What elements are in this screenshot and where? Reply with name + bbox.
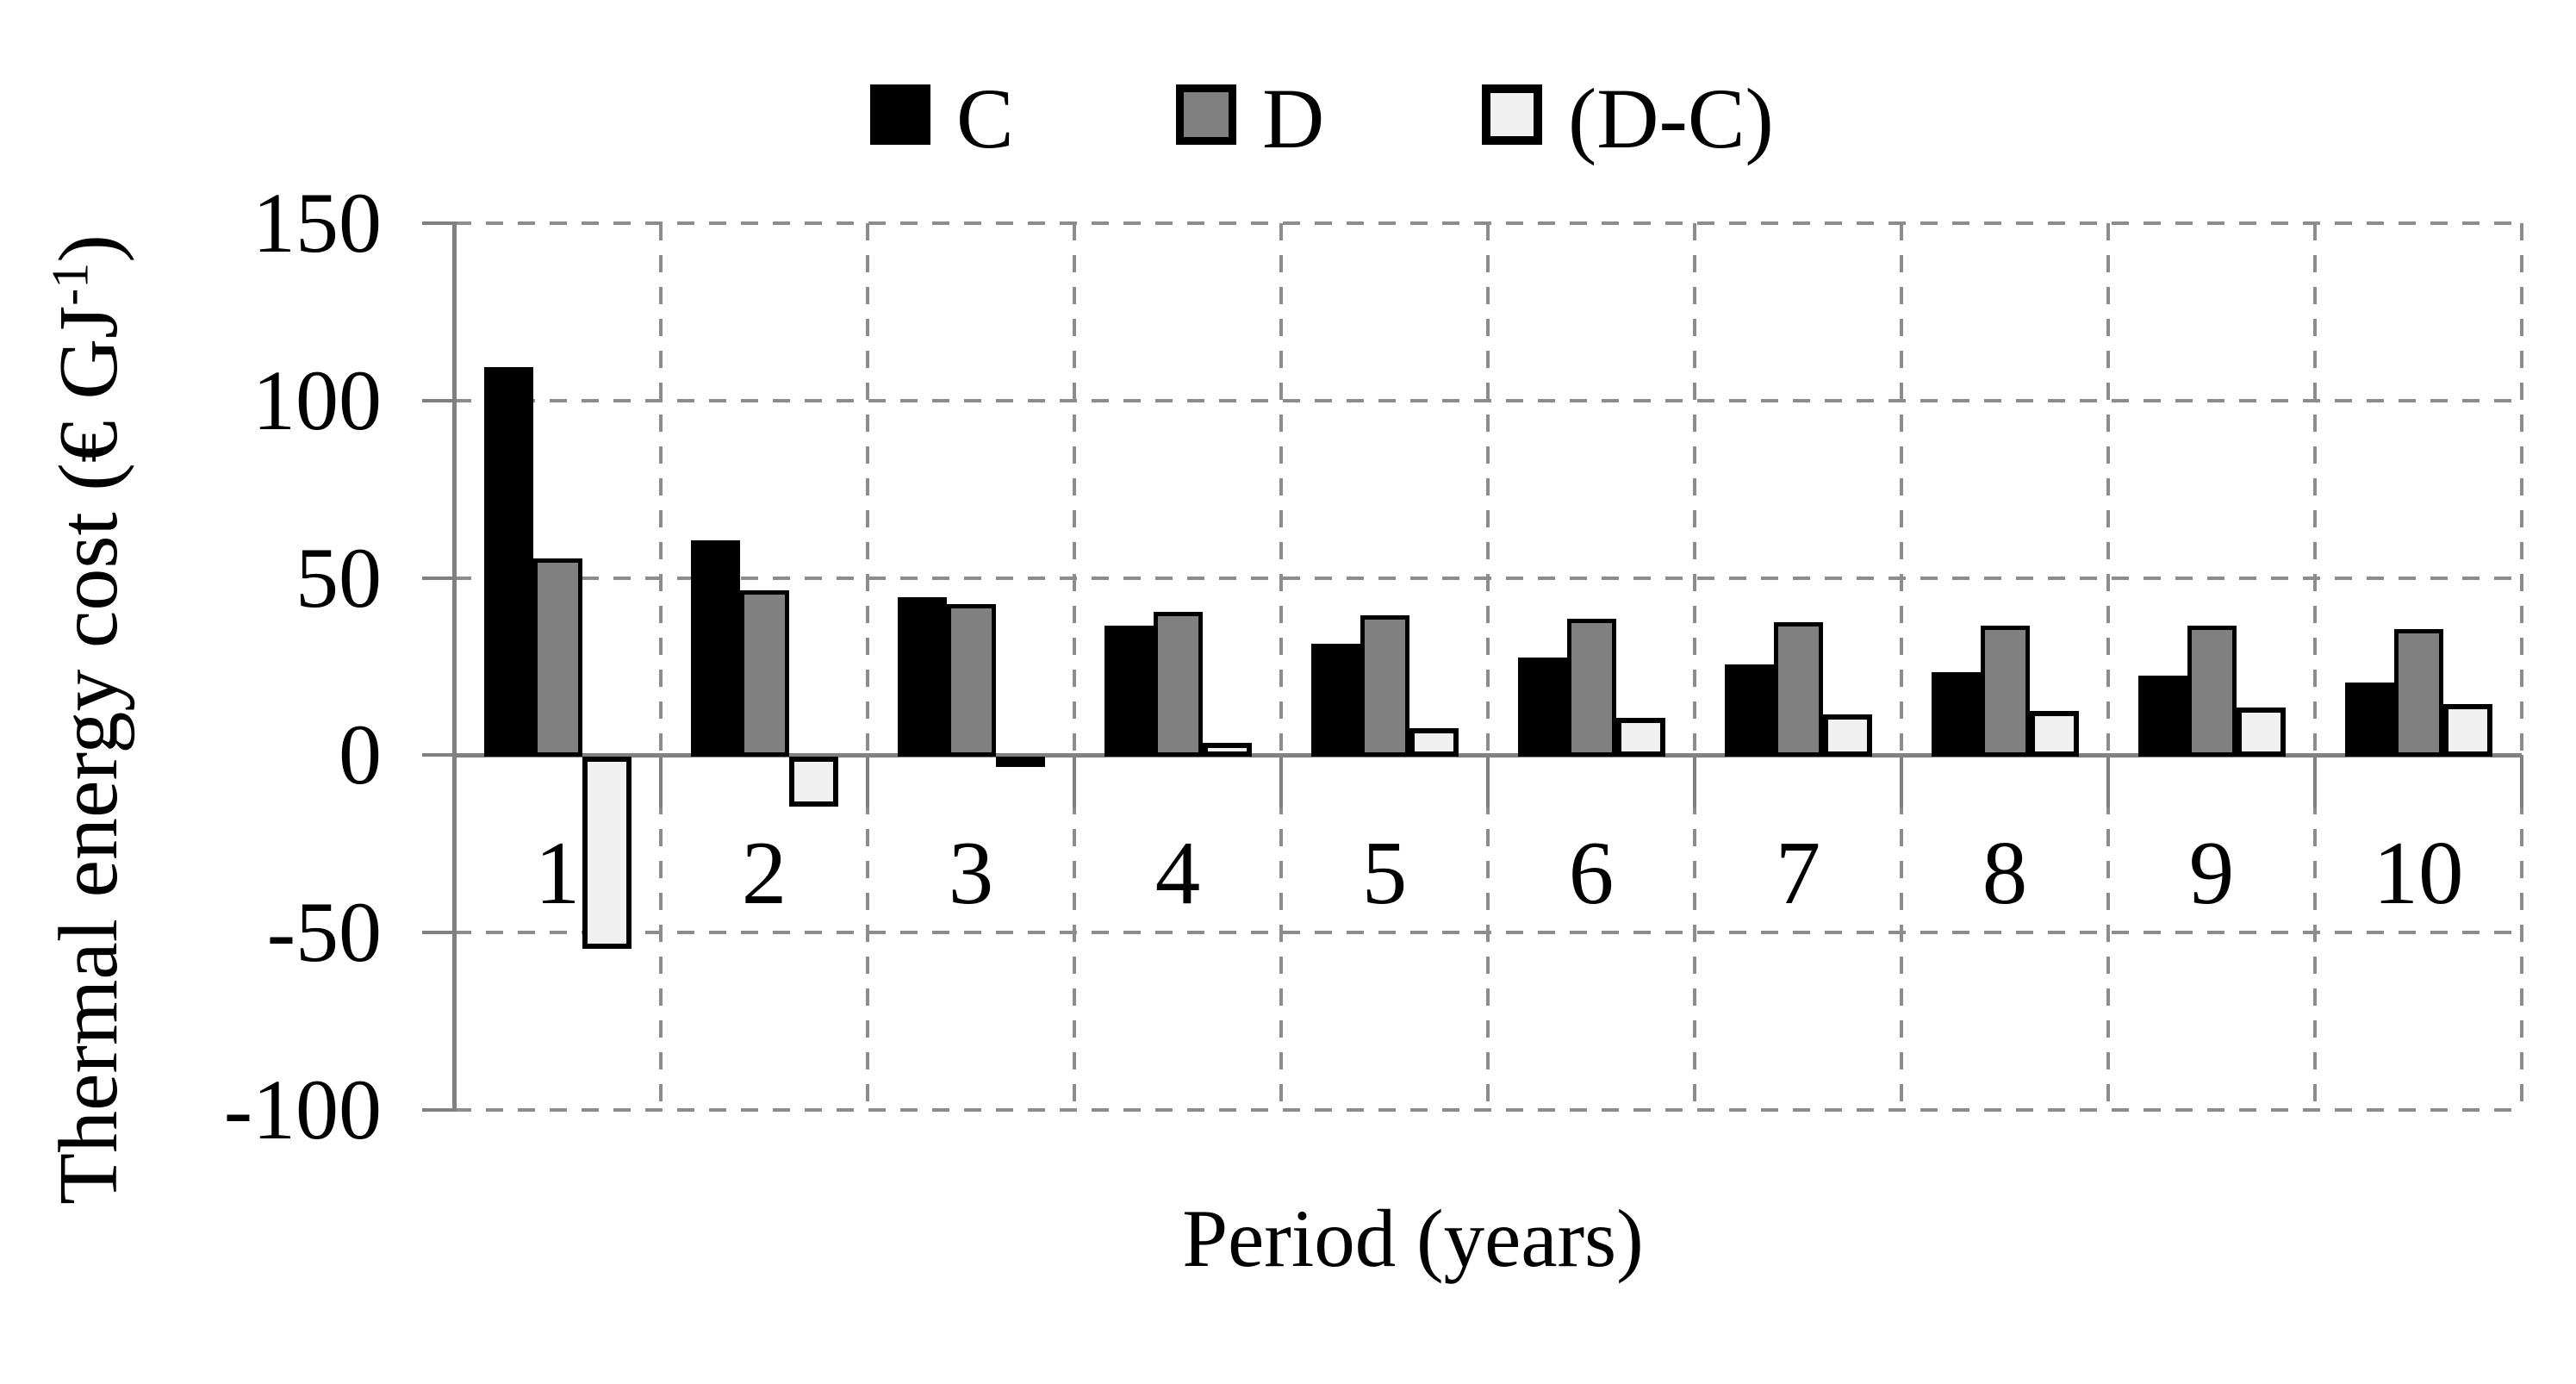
bar-D-C-10 <box>2443 703 2492 757</box>
legend-item-d-minus-c: (D-C) <box>1482 76 1774 162</box>
legend-label-d-minus-c: (D-C) <box>1568 71 1774 166</box>
x-category-label-5: 5 <box>1361 822 1408 923</box>
y-axis-title-superscript: -1 <box>41 262 99 306</box>
gridline-vertical-3 <box>1073 223 1076 1110</box>
bar-C-10 <box>2345 682 2394 757</box>
bar-D-C-3 <box>996 757 1045 768</box>
gridline-vertical-9 <box>2313 223 2317 1110</box>
y-tick-label-50: 50 <box>296 529 382 626</box>
x-category-label-4: 4 <box>1154 822 1201 923</box>
gridline-horizontal--100 <box>454 1108 2522 1112</box>
bar-D-C-6 <box>1616 718 1665 757</box>
bar-C-3 <box>898 597 947 757</box>
y-axis-tick-100 <box>422 398 457 402</box>
y-axis-line <box>452 223 457 1110</box>
legend-item-c: C <box>870 76 1014 162</box>
bar-D-7 <box>1774 621 1823 757</box>
x-category-label-7: 7 <box>1775 822 1821 923</box>
legend-label-d: D <box>1262 71 1325 166</box>
bar-C-6 <box>1518 658 1567 757</box>
x-category-label-10: 10 <box>2373 822 2464 923</box>
y-axis-tick-150 <box>422 221 457 225</box>
x-category-label-6: 6 <box>1568 822 1615 923</box>
x-category-label-2: 2 <box>741 822 787 923</box>
x-axis-tick-5 <box>1486 755 1490 809</box>
bar-C-8 <box>1932 671 1981 757</box>
bar-C-4 <box>1104 626 1154 757</box>
gridline-vertical-8 <box>2106 223 2110 1110</box>
bar-D-8 <box>1981 626 2030 757</box>
x-category-label-8: 8 <box>1982 822 2028 923</box>
legend-label-c: C <box>956 71 1014 166</box>
x-axis-tick-6 <box>1693 755 1696 809</box>
x-axis-tick-1 <box>659 755 663 809</box>
x-axis-title: Period (years) <box>1182 1193 1644 1284</box>
bar-D-9 <box>2187 626 2237 757</box>
x-axis-tick-10 <box>2520 755 2523 809</box>
bar-C-1 <box>484 366 533 757</box>
bar-C-5 <box>1311 643 1360 757</box>
legend-item-d: D <box>1176 76 1324 162</box>
bar-D-C-1 <box>582 757 632 949</box>
x-axis-tick-2 <box>866 755 869 809</box>
gridline-vertical-2 <box>866 223 869 1110</box>
bar-D-2 <box>740 589 789 757</box>
gridline-vertical-1 <box>659 223 663 1110</box>
bar-D-C-4 <box>1203 742 1252 757</box>
bar-D-1 <box>533 558 582 757</box>
bar-D-C-8 <box>2030 710 2079 757</box>
bar-D-10 <box>2394 629 2443 757</box>
legend-swatch-d-icon <box>1176 84 1236 145</box>
y-tick-label-150: 150 <box>252 175 382 271</box>
y-tick-label--100: -100 <box>223 1062 382 1157</box>
bar-D-C-2 <box>789 757 838 807</box>
x-category-label-9: 9 <box>2188 822 2235 923</box>
y-tick-label-0: 0 <box>339 707 382 803</box>
gridline-vertical-6 <box>1693 223 1696 1110</box>
bar-D-C-5 <box>1409 728 1459 757</box>
y-tick-label--50: -50 <box>266 884 382 981</box>
x-category-label-3: 3 <box>948 822 994 923</box>
legend-swatch-c-icon <box>870 84 930 145</box>
gridline-vertical-5 <box>1486 223 1490 1110</box>
bar-D-6 <box>1567 618 1616 757</box>
legend-swatch-d-minus-c-icon <box>1482 84 1542 145</box>
bar-D-3 <box>947 604 996 757</box>
bar-D-C-9 <box>2237 707 2286 757</box>
gridline-vertical-4 <box>1279 223 1283 1110</box>
bar-C-7 <box>1725 664 1774 757</box>
x-axis-tick-8 <box>2106 755 2110 809</box>
y-tick-label-100: 100 <box>252 352 382 448</box>
y-axis-tick-50 <box>422 576 457 580</box>
bar-C-9 <box>2138 675 2187 757</box>
y-axis-tick--50 <box>422 931 457 935</box>
x-axis-tick-4 <box>1279 755 1283 809</box>
bar-C-2 <box>691 540 740 757</box>
bar-D-C-7 <box>1823 714 1872 757</box>
gridline-vertical-10 <box>2520 223 2523 1110</box>
x-axis-tick-7 <box>1900 755 1903 809</box>
x-axis-zero-line <box>454 753 2522 758</box>
x-category-label-1: 1 <box>534 822 581 923</box>
y-axis-tick--100 <box>422 1108 457 1112</box>
y-axis-tick-0 <box>422 753 457 757</box>
bar-D-5 <box>1360 614 1409 757</box>
bar-D-4 <box>1154 611 1203 757</box>
x-axis-tick-3 <box>1073 755 1076 809</box>
gridline-vertical-7 <box>1900 223 1903 1110</box>
x-axis-tick-9 <box>2313 755 2317 809</box>
